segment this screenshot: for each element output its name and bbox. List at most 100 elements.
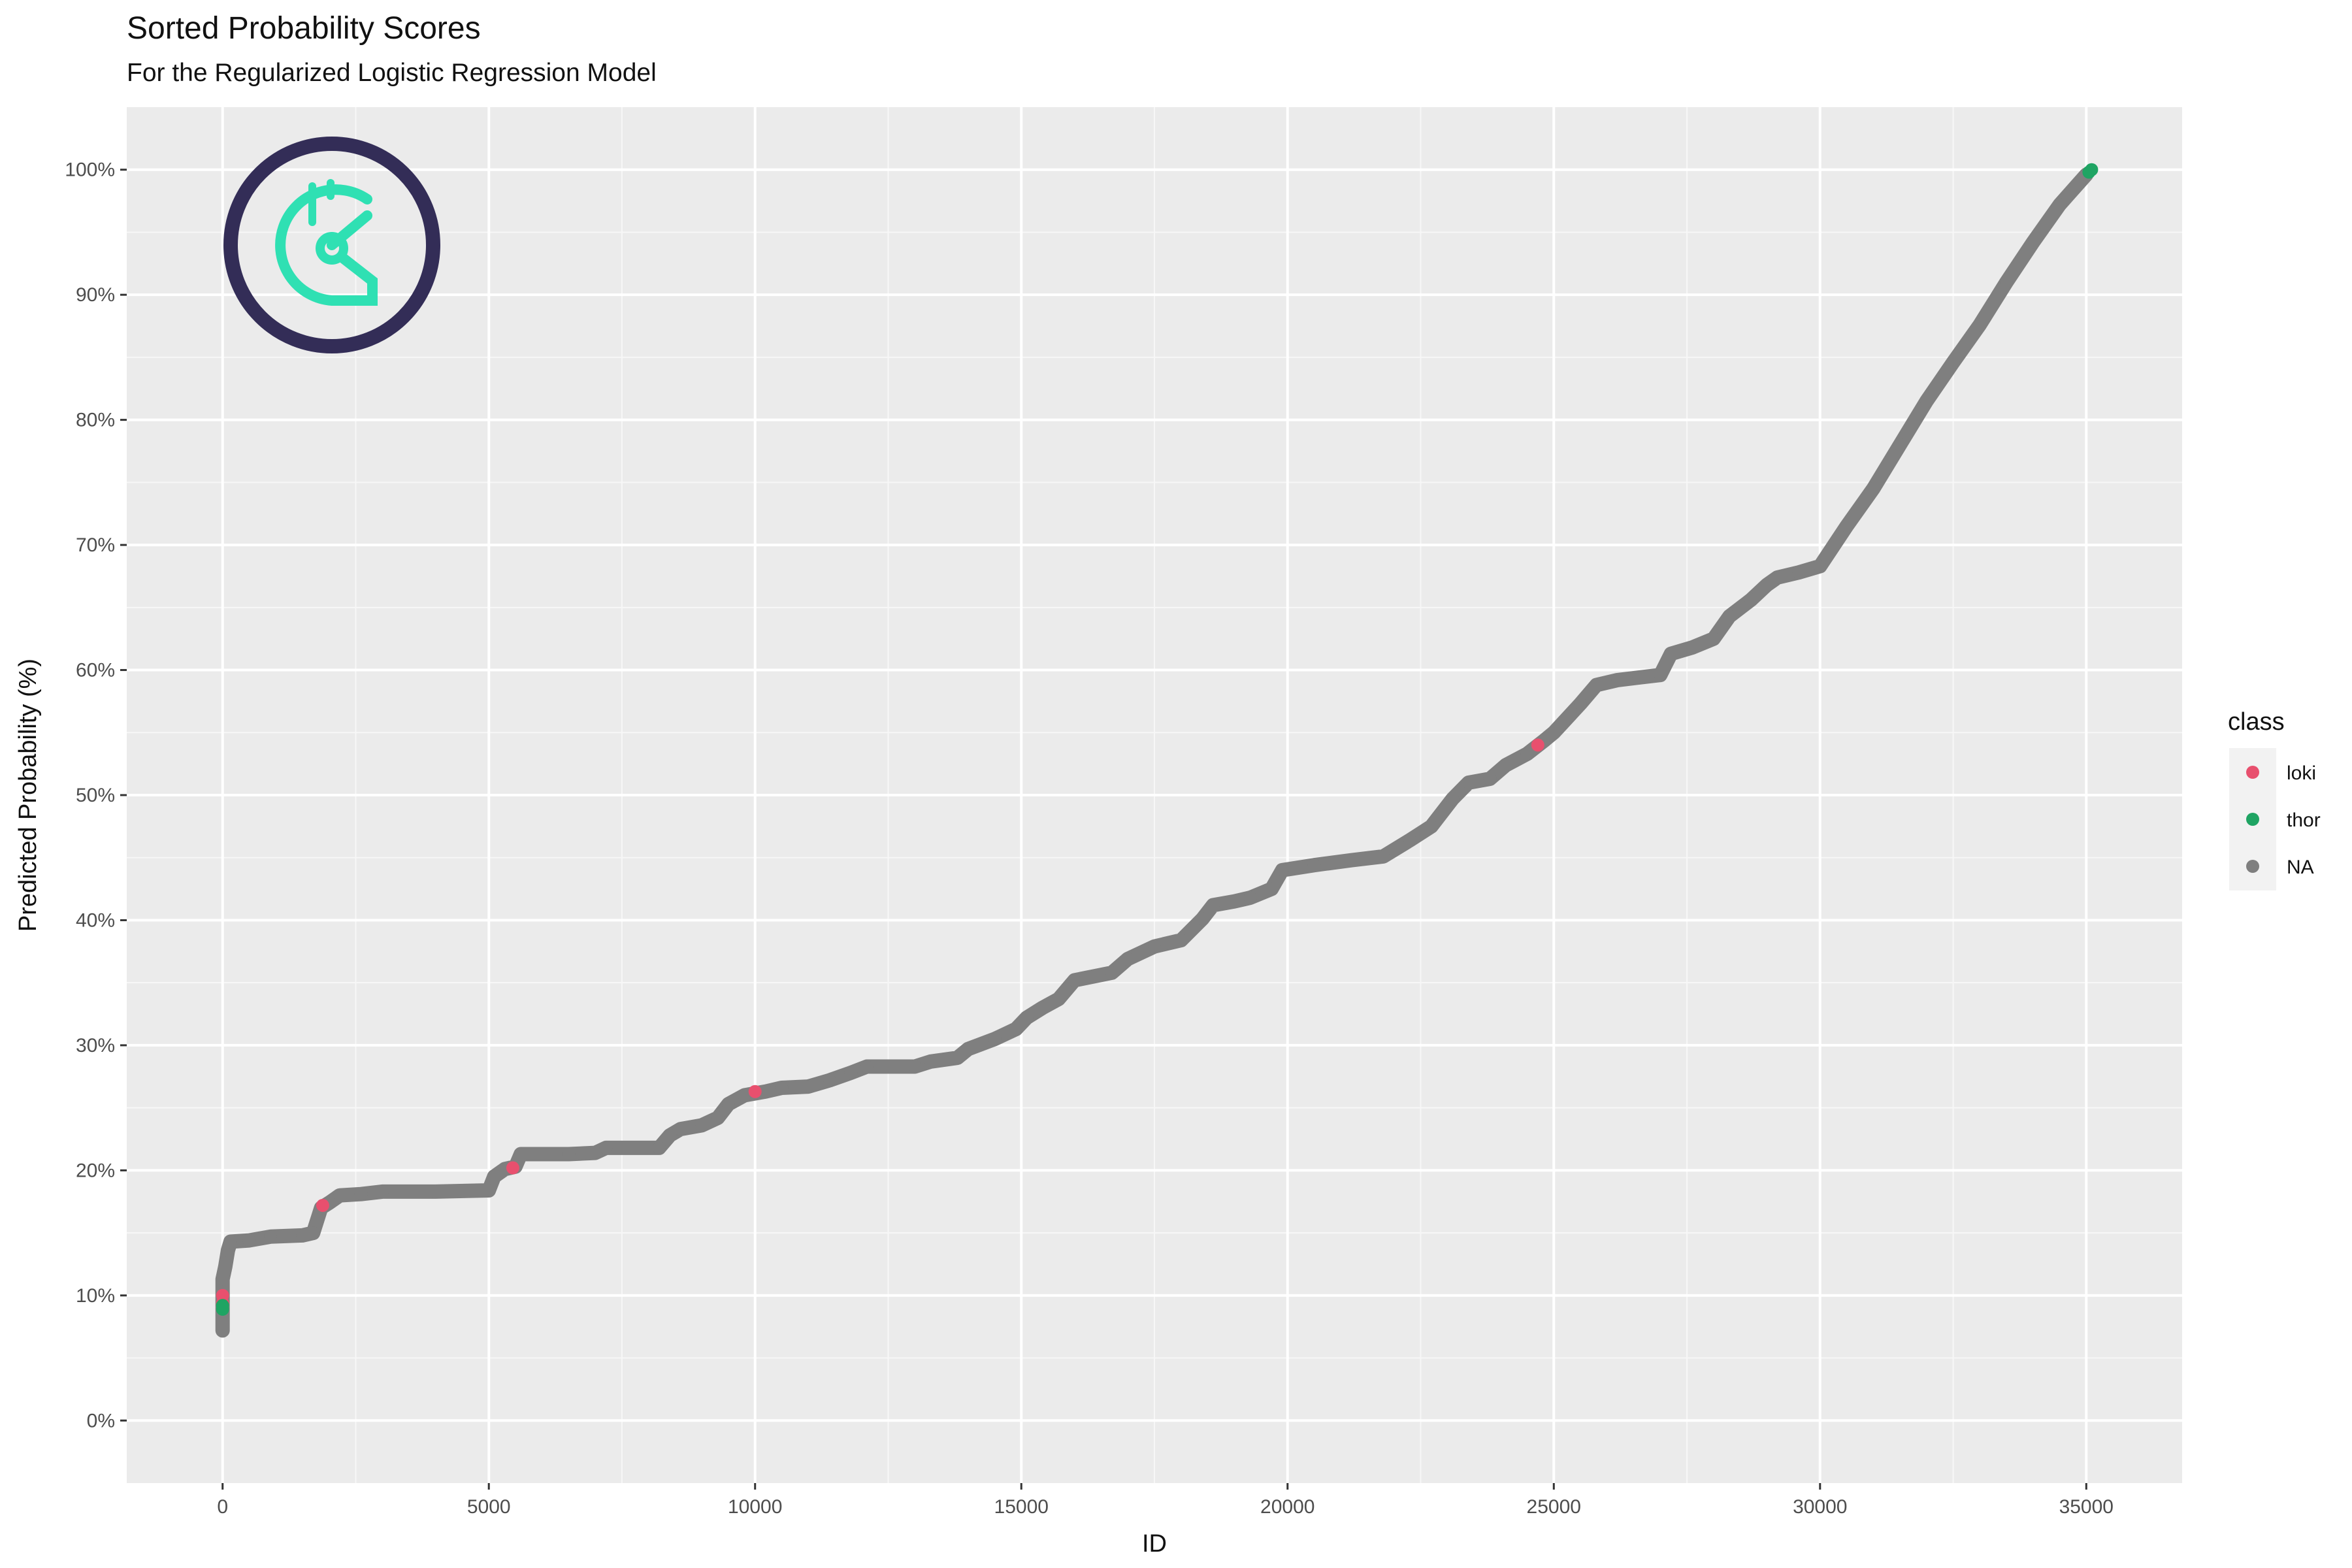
y-tick-label: 50% <box>76 785 115 806</box>
data-point-na <box>223 1235 237 1249</box>
data-point-na <box>562 1147 576 1161</box>
data-point-na <box>218 1260 232 1273</box>
x-tick-label: 20000 <box>1260 1496 1315 1518</box>
data-point-na <box>1654 668 1667 682</box>
data-points-layer <box>215 163 2099 1338</box>
y-tick-label: 0% <box>87 1410 115 1431</box>
y-tick-label: 10% <box>76 1285 115 1307</box>
y-tick-label: 20% <box>76 1160 115 1181</box>
data-point-na <box>860 1060 874 1073</box>
data-point-na <box>1483 772 1497 786</box>
legend: class loki thor NA <box>2228 708 2321 890</box>
logo-owl-icon <box>223 137 440 353</box>
x-axis-ticks: 0 5000 10000 15000 20000 25000 30000 35000 <box>217 1483 2114 1518</box>
data-point-na <box>514 1147 528 1161</box>
data-point-na <box>2000 276 2014 289</box>
y-axis-title: Predicted Probability (%) <box>14 659 42 932</box>
legend-label-thor: thor <box>2287 809 2321 831</box>
x-tick-label: 5000 <box>467 1496 511 1518</box>
chart-subtitle: For the Regularized Logistic Regression … <box>127 59 657 87</box>
data-point-na <box>695 1119 709 1132</box>
legend-key-na <box>2246 860 2259 873</box>
data-point-na <box>1946 355 1960 369</box>
data-point-na <box>1228 894 1241 908</box>
data-point-na <box>1792 566 1806 580</box>
data-point-na <box>354 1187 368 1201</box>
grid-major-lines <box>127 107 2182 1483</box>
data-point-na <box>1345 853 1358 867</box>
data-point-na <box>1121 952 1135 966</box>
data-point-na <box>1686 641 1699 655</box>
data-point-na <box>1307 858 1321 872</box>
data-point-na <box>333 1188 347 1202</box>
data-point-na <box>775 1081 789 1095</box>
x-tick-label: 0 <box>217 1496 228 1518</box>
x-tick-label: 15000 <box>994 1496 1049 1518</box>
data-point-loki <box>748 1085 762 1098</box>
data-point-na <box>1243 890 1257 904</box>
data-point-na <box>1520 747 1534 760</box>
data-point-na <box>721 1097 735 1111</box>
x-tick-label: 35000 <box>2059 1496 2114 1518</box>
data-point-na <box>1664 647 1678 661</box>
x-tick-label: 10000 <box>728 1496 782 1518</box>
legend-key-loki <box>2246 766 2259 779</box>
x-tick-label: 30000 <box>1793 1496 1847 1518</box>
y-tick-label: 70% <box>76 534 115 556</box>
data-point-na <box>1009 1022 1023 1036</box>
y-tick-label: 90% <box>76 284 115 306</box>
data-point-na <box>1174 934 1188 947</box>
data-point-na <box>482 1183 496 1197</box>
data-point-na <box>844 1066 858 1080</box>
data-point-na <box>738 1088 751 1102</box>
legend-key-thor <box>2246 813 2259 826</box>
data-point-na <box>1893 438 1907 451</box>
data-point-loki <box>506 1161 519 1175</box>
legend-label-loki: loki <box>2287 762 2316 784</box>
data-point-na <box>487 1169 501 1183</box>
data-point-na <box>295 1228 309 1242</box>
y-tick-label: 80% <box>76 410 115 431</box>
y-axis-ticks: 0% 10% 20% 30% 40% 50% 60% 70% 80% 90% 100% <box>65 159 127 1431</box>
y-tick-label: 100% <box>65 159 115 181</box>
data-point-na <box>1760 578 1774 592</box>
data-point-na <box>1973 318 1987 332</box>
data-point-na <box>589 1146 602 1160</box>
data-point-na <box>1446 792 1460 806</box>
data-point-na <box>674 1122 687 1136</box>
data-point-na <box>1499 759 1512 772</box>
data-point-na <box>988 1032 1002 1046</box>
y-tick-label: 30% <box>76 1035 115 1056</box>
data-point-na <box>599 1141 613 1154</box>
data-point-na <box>961 1042 975 1056</box>
data-point-na <box>1206 898 1220 912</box>
data-point-na <box>1840 519 1854 533</box>
data-point-na <box>242 1233 256 1247</box>
data-point-na <box>1590 678 1603 692</box>
data-point-na <box>1867 482 1880 495</box>
data-point-na <box>802 1080 815 1094</box>
data-point-thor <box>216 1299 229 1313</box>
data-point-na <box>2026 235 2040 249</box>
data-point-na <box>711 1111 725 1124</box>
data-point-na <box>663 1128 677 1142</box>
data-point-na <box>908 1060 922 1073</box>
data-point-na <box>1771 570 1784 584</box>
data-point-loki <box>1531 738 1544 752</box>
data-point-na <box>823 1073 836 1087</box>
data-point-na <box>1403 833 1417 847</box>
data-point-na <box>1148 939 1161 953</box>
data-point-na <box>1813 559 1827 573</box>
data-point-na <box>1723 610 1737 623</box>
data-point-na <box>2053 198 2066 212</box>
y-tick-label: 60% <box>76 660 115 681</box>
x-axis-title: ID <box>1142 1530 1167 1558</box>
data-point-na <box>1036 1001 1049 1015</box>
chart-title: Sorted Probability Scores <box>127 11 481 46</box>
data-point-na <box>1462 776 1475 789</box>
data-point-na <box>1105 966 1119 979</box>
data-point-na <box>1196 912 1209 926</box>
data-point-na <box>1265 882 1279 896</box>
data-point-na <box>429 1184 442 1198</box>
data-point-na <box>376 1184 389 1198</box>
